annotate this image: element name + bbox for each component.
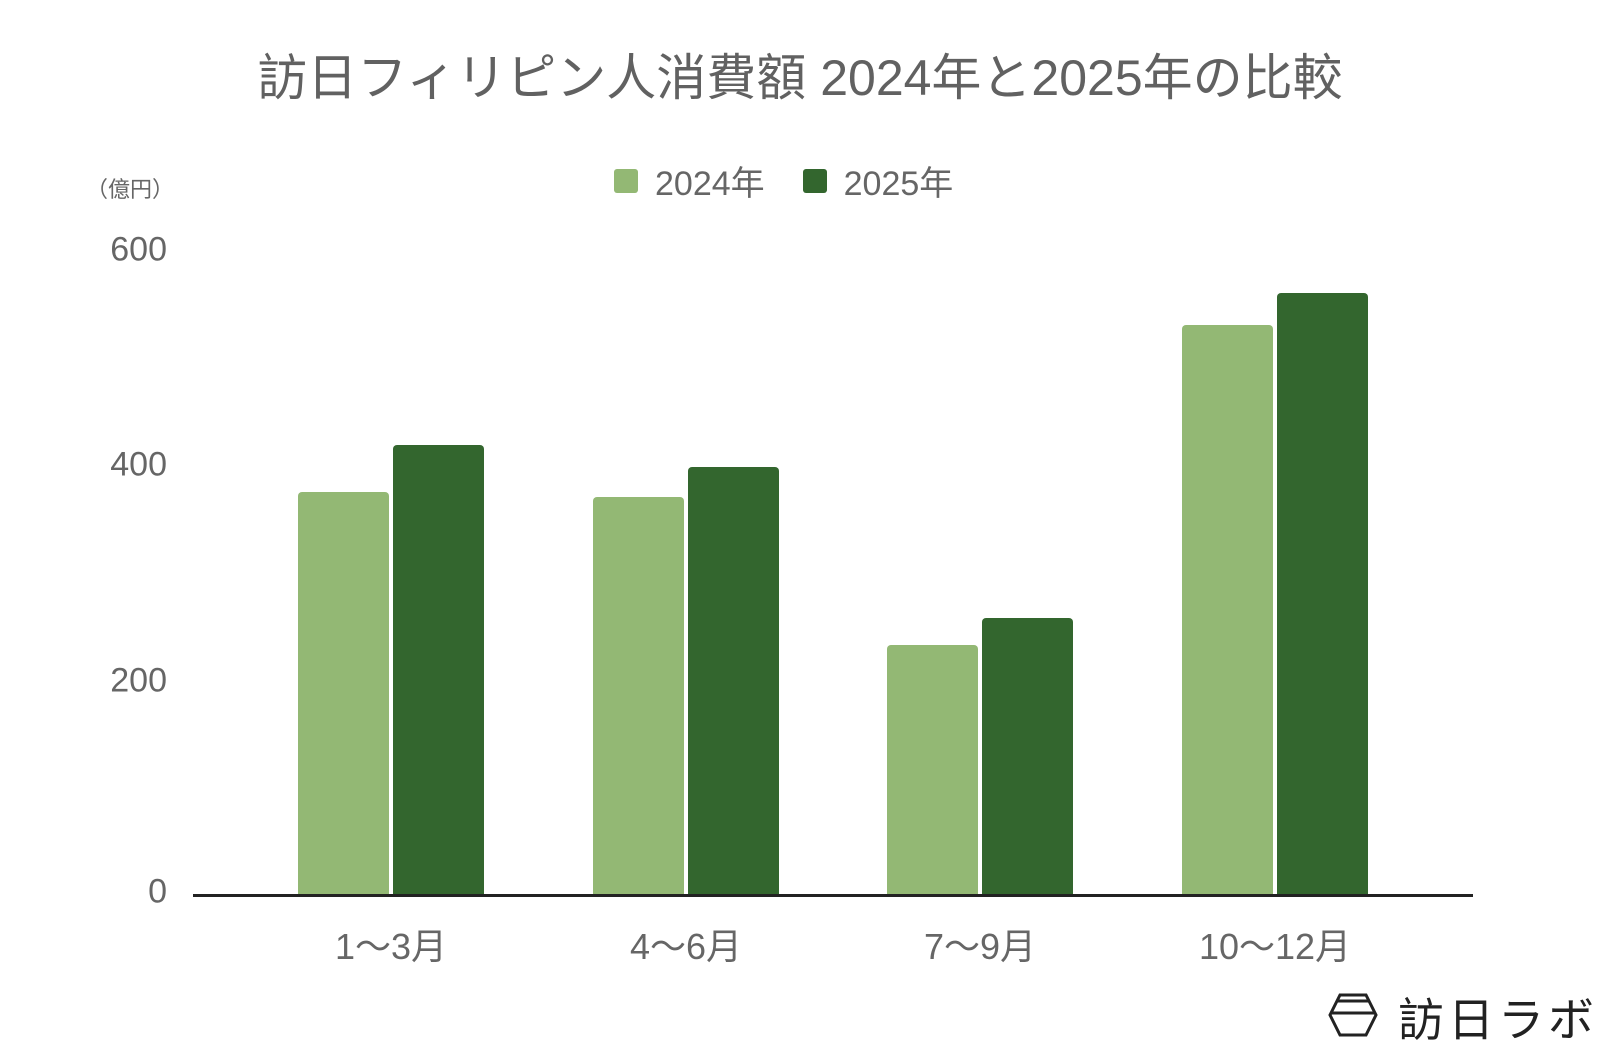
bar-2024-1[interactable] [298,491,389,895]
y-tick-0: 0 [148,872,167,911]
legend-label-2025: 2025年 [843,165,954,203]
x-tick-q2: 4〜6月 [629,926,743,967]
legend-item-2024[interactable]: 2024年 [614,156,765,205]
bar-2025-1[interactable] [393,444,484,895]
bar-2024-4[interactable] [1182,325,1273,895]
chart-title: 訪日フィリピン人消費額 2024年と2025年の比較 [257,50,1343,106]
bar-2025-4[interactable] [1277,293,1368,895]
legend-swatch-2025 [802,168,827,193]
watermark-text: 訪日ラボ [1398,994,1598,1046]
legend-label-2024: 2024年 [655,165,765,203]
bar-2025-2[interactable] [688,467,779,895]
y-tick-200: 200 [110,661,167,700]
y-axis-unit-label: （億円） [86,177,175,202]
legend: 2024年 2025年 [614,156,991,205]
bar-2024-2[interactable] [593,497,684,895]
y-tick-600: 600 [110,230,167,269]
watermark-logo: 訪日ラボ [1328,984,1598,1050]
bar-2025-3[interactable] [982,617,1073,895]
y-tick-400: 400 [110,445,167,484]
bar-2024-3[interactable] [887,644,978,895]
legend-item-2025[interactable]: 2025年 [802,156,954,205]
x-tick-q1: 1〜3月 [334,926,448,967]
x-tick-q3: 7〜9月 [923,926,1037,967]
hexagon-bowl-icon [1328,993,1378,1042]
x-tick-q4: 10〜12月 [1198,926,1352,967]
x-axis-line [193,894,1473,897]
legend-swatch-2024 [614,168,638,193]
